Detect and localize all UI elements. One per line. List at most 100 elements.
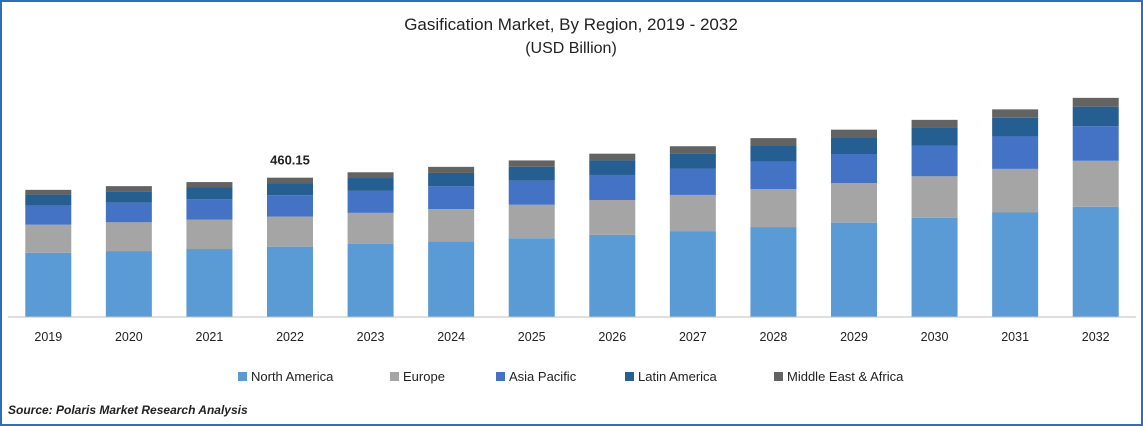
bar-2022-latin-america <box>267 183 313 196</box>
bar-2027-europe <box>669 194 716 232</box>
x-tick-2023: 2023 <box>357 330 385 344</box>
bar-2024-latin-america <box>428 172 475 187</box>
x-tick-2020: 2020 <box>115 330 143 344</box>
bar-2020-middle-east-and-africa <box>105 186 152 192</box>
bar-2023-middle-east-and-africa <box>347 172 394 179</box>
x-tick-2024: 2024 <box>437 330 465 344</box>
bar-2032-europe <box>1072 160 1119 207</box>
bar-2028-asia-pacific <box>750 161 797 190</box>
bar-2022-europe <box>267 216 313 247</box>
bar-2031-latin-america <box>992 117 1039 137</box>
bar-2023-europe <box>347 212 394 244</box>
bar-2030-north-america <box>911 217 958 317</box>
x-tick-2026: 2026 <box>598 330 626 344</box>
annotations: 460.15 <box>270 153 310 168</box>
legend-swatch-north-america <box>238 372 247 381</box>
bar-2024-europe <box>428 209 475 242</box>
x-tick-2027: 2027 <box>679 330 707 344</box>
bar-2019-middle-east-and-africa <box>25 189 72 195</box>
x-tick-2030: 2030 <box>921 330 949 344</box>
bar-2031-middle-east-and-africa <box>992 109 1039 118</box>
bar-2020-asia-pacific <box>105 202 152 223</box>
bars-group <box>25 97 1119 317</box>
legend-label-north-america: North America <box>251 369 334 384</box>
x-tick-2028: 2028 <box>760 330 788 344</box>
bar-2025-europe <box>508 204 555 239</box>
bar-2031-europe <box>992 168 1039 213</box>
chart-title: Gasification Market, By Region, 2019 - 2… <box>404 15 738 34</box>
bar-2025-asia-pacific <box>508 180 555 205</box>
bar-2030-middle-east-and-africa <box>911 119 958 128</box>
bar-2026-latin-america <box>589 160 636 175</box>
bar-2029-latin-america <box>831 137 877 155</box>
bar-2022-asia-pacific <box>267 195 313 217</box>
bar-2029-europe <box>831 183 877 223</box>
bar-2028-latin-america <box>750 145 797 162</box>
bar-2020-latin-america <box>105 191 152 203</box>
bar-2026-asia-pacific <box>589 174 636 200</box>
chart-subtitle: (USD Billion) <box>525 40 617 57</box>
data-label-2022: 460.15 <box>270 153 310 168</box>
bar-2019-asia-pacific <box>25 205 72 225</box>
bar-2029-asia-pacific <box>831 154 877 184</box>
bar-2026-north-america <box>589 234 636 317</box>
bar-2022-middle-east-and-africa <box>267 177 313 184</box>
source-note: Source: Polaris Market Research Analysis <box>8 403 248 417</box>
bar-2029-north-america <box>831 222 877 317</box>
legend-label-asia-pacific: Asia Pacific <box>509 369 577 384</box>
bar-2023-asia-pacific <box>347 190 394 213</box>
bar-2021-latin-america <box>186 187 233 200</box>
legend-swatch-middle-east-and-africa <box>774 372 783 381</box>
x-tick-labels: 2019 2020 2021 2022 2023 2024 2025 2026 2027 2028… <box>34 330 1109 344</box>
bar-2025-north-america <box>508 238 555 317</box>
bar-2026-middle-east-and-africa <box>589 153 636 161</box>
legend-item-europe: Europe <box>390 369 445 384</box>
bar-2024-north-america <box>428 241 475 317</box>
bar-2025-middle-east-and-africa <box>508 160 555 167</box>
x-tick-2019: 2019 <box>34 330 62 344</box>
bar-2032-latin-america <box>1072 106 1119 127</box>
bar-2032-middle-east-and-africa <box>1072 97 1119 107</box>
bar-2019-north-america <box>25 252 72 317</box>
bar-2021-asia-pacific <box>186 199 233 220</box>
bar-2027-latin-america <box>669 153 716 169</box>
bar-2031-asia-pacific <box>992 136 1039 169</box>
bar-2019-europe <box>25 224 72 253</box>
bar-2027-asia-pacific <box>669 168 716 195</box>
bar-2021-europe <box>186 219 233 250</box>
bar-2020-europe <box>105 222 152 252</box>
legend-item-latin-america: Latin America <box>625 369 718 384</box>
bar-2031-north-america <box>992 212 1039 317</box>
bar-2022-north-america <box>267 246 313 317</box>
bar-2025-latin-america <box>508 166 555 181</box>
bar-2021-middle-east-and-africa <box>186 182 233 188</box>
legend: North America Europe Asia Pacific Latin Ame… <box>238 369 904 384</box>
x-tick-2032: 2032 <box>1082 330 1110 344</box>
bar-2032-north-america <box>1072 206 1119 317</box>
bar-2020-north-america <box>105 251 152 317</box>
bar-2024-asia-pacific <box>428 186 475 210</box>
bar-2030-latin-america <box>911 127 958 146</box>
legend-label-europe: Europe <box>403 369 445 384</box>
legend-item-asia-pacific: Asia Pacific <box>496 369 577 384</box>
legend-label-latin-america: Latin America <box>638 369 718 384</box>
bar-2023-north-america <box>347 243 394 317</box>
bar-2026-europe <box>589 200 636 235</box>
legend-swatch-asia-pacific <box>496 372 505 381</box>
bar-2021-north-america <box>186 249 233 317</box>
bar-2030-europe <box>911 176 958 218</box>
legend-swatch-europe <box>390 372 399 381</box>
bar-2028-north-america <box>750 227 797 317</box>
x-tick-2031: 2031 <box>1001 330 1029 344</box>
bar-2027-north-america <box>669 231 716 317</box>
x-tick-2029: 2029 <box>840 330 868 344</box>
legend-swatch-latin-america <box>625 372 634 381</box>
bar-2027-middle-east-and-africa <box>669 146 716 154</box>
bar-2024-middle-east-and-africa <box>428 166 475 173</box>
x-tick-2022: 2022 <box>276 330 304 344</box>
legend-item-middle-east-and-africa: Middle East & Africa <box>774 369 904 384</box>
bar-2030-asia-pacific <box>911 145 958 177</box>
bar-2028-middle-east-and-africa <box>750 138 797 146</box>
x-tick-2021: 2021 <box>196 330 224 344</box>
legend-item-north-america: North America <box>238 369 334 384</box>
